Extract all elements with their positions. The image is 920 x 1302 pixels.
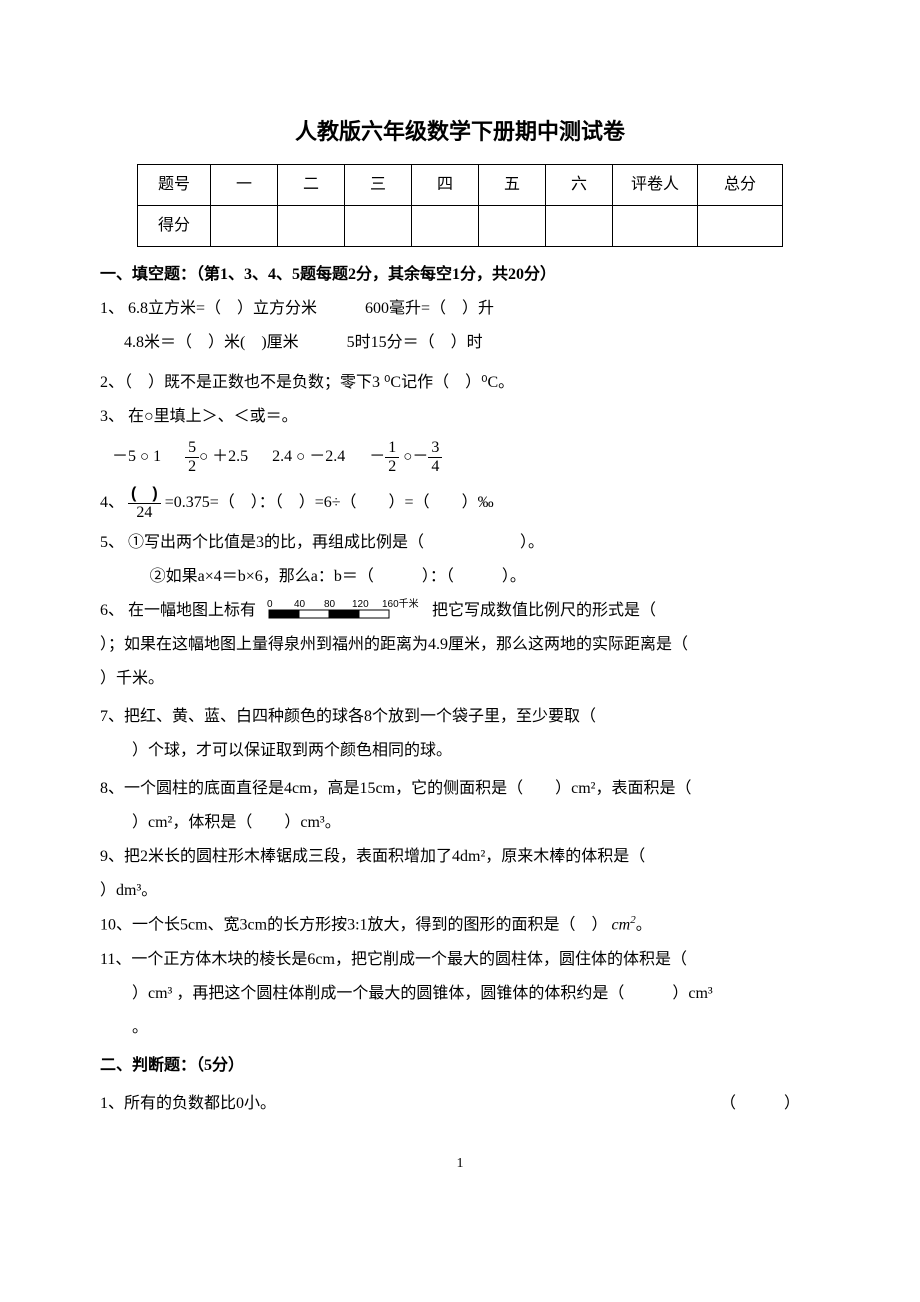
q6-line2: ）；如果在这幅地图上量得泉州到福州的距离为4.9厘米，那么这两地的实际距离是（ [100,629,820,661]
cell: 评卷人 [613,165,698,206]
q2: 2、（ ）既不是正数也不是负数；零下3 ⁰C记作（ ）⁰C。 [100,367,820,399]
q6-line3: ）千米。 [100,663,820,695]
page-number: 1 [100,1150,820,1178]
q5b: ②如果a×4＝b×6，那么a：b＝（ ）：（ ）。 [150,561,820,593]
tick-label: 40 [294,599,306,610]
cmp3-right: －2.4 [309,448,345,465]
denom: 24 [128,503,161,522]
cell [479,206,546,247]
numer: 1 [385,439,399,457]
q10-end: 。 [636,917,652,934]
q4: 4、 ( ) 24 =0.375=（ ）：（ ）=6÷（ ）=（ ）‰ [100,485,820,521]
q9-line1: 9、把2米长的圆柱形木棒锯成三段，表面积增加了4dm²，原来木棒的体积是（ [100,841,820,873]
q11-line2: ）cm³ ，再把这个圆柱体削成一个最大的圆锥体，圆锥体的体积约是（ ）cm³ [132,978,820,1010]
cell [211,206,278,247]
circle-placeholder-icon: ○ [403,442,412,472]
cell: 得分 [138,206,211,247]
denom: 4 [428,457,442,476]
q6-pre: 6、 在一幅地图上标有 [100,602,256,619]
q11-line3: 。 [132,1012,820,1044]
numer: 5 [185,439,199,457]
cell [698,206,783,247]
section1-heading: 一、填空题：（第1、3、4、5题每题2分，其余每空1分，共20分） [100,259,820,291]
s2q1-text: 1、所有的负数都比0小。 [100,1095,276,1112]
cell [278,206,345,247]
cell: 一 [211,165,278,206]
cell: 五 [479,165,546,206]
circle-placeholder-icon: ○ [140,442,149,472]
score-table: 题号 一 二 三 四 五 六 评卷人 总分 得分 [137,164,783,247]
cell: 题号 [138,165,211,206]
tick-label: 160千米 [382,598,419,610]
cell [345,206,412,247]
cmp4-right-frac: 3 4 [428,439,442,475]
q11-line1: 11、一个正方体木块的棱长是6cm，把它削成一个最大的圆柱体，圆住体的体积是（ [100,944,820,976]
cell: 二 [278,165,345,206]
q3-comparisons: －5 ○ 1 5 2 ○ ＋2.5 2.4 ○ －2.4 － 1 2 ○－ 3 … [112,439,820,475]
s2q1-paren: （ ） [720,1088,800,1120]
q4-rest: =0.375=（ ）：（ ）=6÷（ ）=（ ）‰ [165,494,494,511]
cmp1-left: －5 [112,448,136,465]
q10: 10、一个长5cm、宽3cm的长方形按3:1放大，得到的图形的面积是（ ） cm… [100,909,820,941]
cmp2-frac: 5 2 [185,439,199,475]
q8-line1: 8、一个圆柱的底面直径是4cm，高是15cm，它的侧面积是（ ）cm²，表面积是… [100,773,820,805]
q4-frac: ( ) 24 [128,485,161,521]
cell: 三 [345,165,412,206]
table-row: 得分 [138,206,783,247]
numer: 3 [428,439,442,457]
tick-label: 0 [267,599,273,610]
cell: 六 [546,165,613,206]
circle-placeholder-icon: ○ [296,442,305,472]
tick-label: 120 [352,599,369,610]
cmp2-right: ＋2.5 [212,448,248,465]
q9-line2: ）dm³。 [100,875,820,907]
q1-line2: 4.8米＝（ ）米( )厘米 5时15分＝（ ）时 [100,327,820,359]
section2-heading: 二、判断题：（5分） [100,1050,820,1082]
q10-unit: cm [612,917,631,934]
cmp4-left-frac: 1 2 [385,439,399,475]
denom: 2 [385,457,399,476]
cell: 四 [412,165,479,206]
q8-line2: ）cm²，体积是（ ）cm³。 [132,807,820,839]
q7-line2: ）个球，才可以保证取到两个颜色相同的球。 [132,735,820,767]
q6-line1: 6、 在一幅地图上标有 0 40 80 120 160千米 把它写成数值比例尺的… [100,595,820,627]
q5a: 5、 ①写出两个比值是3的比，再组成比例是（ ）。 [100,527,820,559]
tick-label: 80 [324,599,336,610]
q1-line1: 1、 6.8立方米=（ ）立方分米 600毫升=（ ）升 [100,293,820,325]
scale-bar-icon: 0 40 80 120 160千米 [264,598,424,626]
cell [546,206,613,247]
q6-post: 把它写成数值比例尺的形式是（ [432,602,656,619]
table-row: 题号 一 二 三 四 五 六 评卷人 总分 [138,165,783,206]
section2-q1: 1、所有的负数都比0小。 （ ） [100,1088,820,1120]
circle-placeholder-icon: ○ [199,442,208,472]
cmp3-left: 2.4 [272,448,292,465]
page-title: 人教版六年级数学下册期中测试卷 [100,110,820,154]
q3-heading: 3、 在○里填上＞、＜或＝。 [100,401,820,433]
denom: 2 [185,457,199,476]
numer: ( ) [128,485,161,503]
cell: 总分 [698,165,783,206]
q10-text: 10、一个长5cm、宽3cm的长方形按3:1放大，得到的图形的面积是（ ） [100,917,608,934]
q7-line1: 7、把红、黄、蓝、白四种颜色的球各8个放到一个袋子里，至少要取（ [100,701,820,733]
cell [412,206,479,247]
cmp1-right: 1 [153,448,161,465]
cell [613,206,698,247]
